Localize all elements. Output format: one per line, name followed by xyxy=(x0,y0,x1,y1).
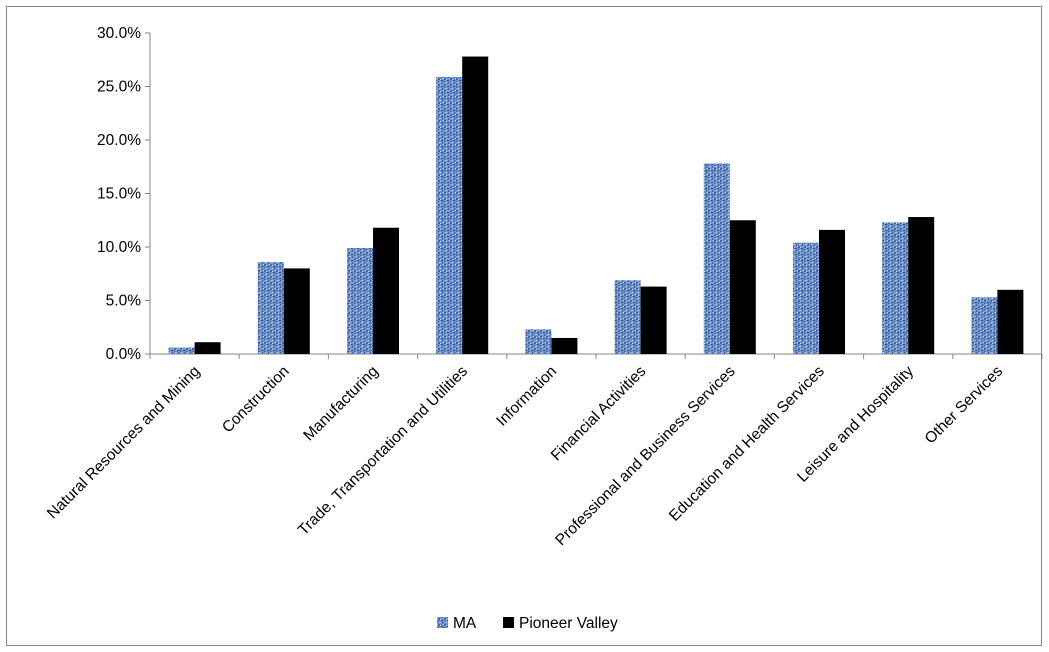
legend-swatch-pioneer-valley xyxy=(503,617,514,628)
bar-ma xyxy=(347,248,373,354)
bar-ma xyxy=(882,222,909,354)
chart-frame xyxy=(6,6,1042,646)
y-tick-label: 0.0% xyxy=(106,346,142,363)
bar-ma xyxy=(703,163,730,354)
bar-pioneer-valley xyxy=(373,227,399,354)
bar-pioneer-valley xyxy=(819,229,845,354)
bar-ma xyxy=(257,261,284,354)
legend-swatch-ma xyxy=(437,617,448,628)
y-tick-label: 20.0% xyxy=(97,132,141,149)
bar-ma xyxy=(971,297,998,354)
bar-ma xyxy=(614,280,641,354)
bars xyxy=(168,56,1024,355)
y-tick-label: 5.0% xyxy=(106,293,142,310)
x-category-label: Trade, Transportation and Utilities xyxy=(295,363,471,539)
bar-pioneer-valley xyxy=(462,56,489,354)
bar-pioneer-valley xyxy=(640,286,667,354)
bar-pioneer-valley xyxy=(194,342,221,354)
bar-ma xyxy=(525,329,552,354)
y-tick-label: 25.0% xyxy=(97,79,141,96)
bar-ma xyxy=(793,242,819,354)
bar-pioneer-valley xyxy=(908,217,935,354)
y-tick-label: 15.0% xyxy=(97,186,141,203)
bar-pioneer-valley xyxy=(729,220,756,354)
x-category-label: Other Services xyxy=(922,363,1007,448)
x-category-label: Education and Health Services xyxy=(666,363,828,525)
y-tick-label: 30.0% xyxy=(97,25,141,42)
legend-label-pioneer-valley: Pioneer Valley xyxy=(519,615,618,632)
x-category-label: Manufacturing xyxy=(300,363,381,444)
bar-ma xyxy=(436,76,463,355)
bar-pioneer-valley xyxy=(283,268,310,354)
x-category-label: Natural Resources and Mining xyxy=(44,363,203,522)
x-category-label: Construction xyxy=(219,363,293,437)
labels: 0.0% 5.0% 10.0% 15.0% 20.0% 25.0% 30.0% Natural… xyxy=(44,25,1006,549)
bar-pioneer-valley xyxy=(997,289,1024,354)
y-tick-label: 10.0% xyxy=(97,239,141,256)
legend: MA Pioneer Valley xyxy=(437,615,618,632)
x-category-label: Information xyxy=(493,363,560,430)
x-category-label: Financial Activities xyxy=(548,363,650,465)
bar-pioneer-valley xyxy=(551,337,578,354)
bar-ma xyxy=(168,347,195,354)
x-category-label: Professional and Business Services xyxy=(552,363,738,549)
legend-label-ma: MA xyxy=(453,615,477,632)
